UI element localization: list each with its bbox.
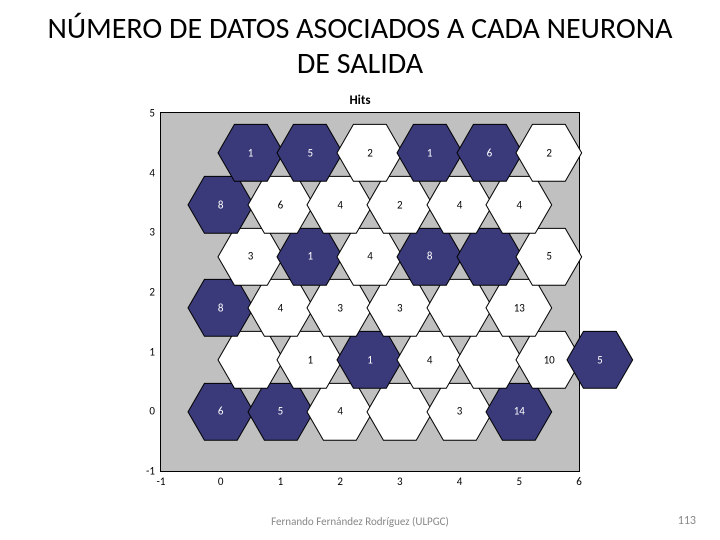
chart-title: Hits — [130, 93, 590, 108]
y-tick: 2 — [149, 286, 161, 299]
y-tick: 4 — [149, 166, 161, 179]
x-tick: -1 — [157, 471, 166, 488]
y-tick: 5 — [149, 107, 161, 120]
x-tick: 3 — [397, 471, 403, 488]
footer-author: Fernando Fernández Rodríguez (ULPGC) — [271, 515, 449, 528]
y-tick: 1 — [149, 345, 161, 358]
x-tick: 0 — [218, 471, 224, 488]
chart-container: Hits -1012345-10123456654314114108433133… — [130, 93, 590, 472]
x-tick: 1 — [278, 471, 284, 488]
x-tick: 5 — [516, 471, 522, 488]
page-number: 113 — [678, 514, 696, 528]
x-tick: 4 — [457, 471, 463, 488]
x-tick: 6 — [576, 471, 582, 488]
y-tick: 3 — [149, 226, 161, 239]
y-tick: 0 — [149, 405, 161, 418]
slide-title: NÚMERO DE DATOS ASOCIADOS A CADA NEURONA… — [0, 0, 720, 85]
plot-area: -1012345-1012345665431411410843313314858… — [160, 112, 580, 472]
x-tick: 2 — [337, 471, 343, 488]
